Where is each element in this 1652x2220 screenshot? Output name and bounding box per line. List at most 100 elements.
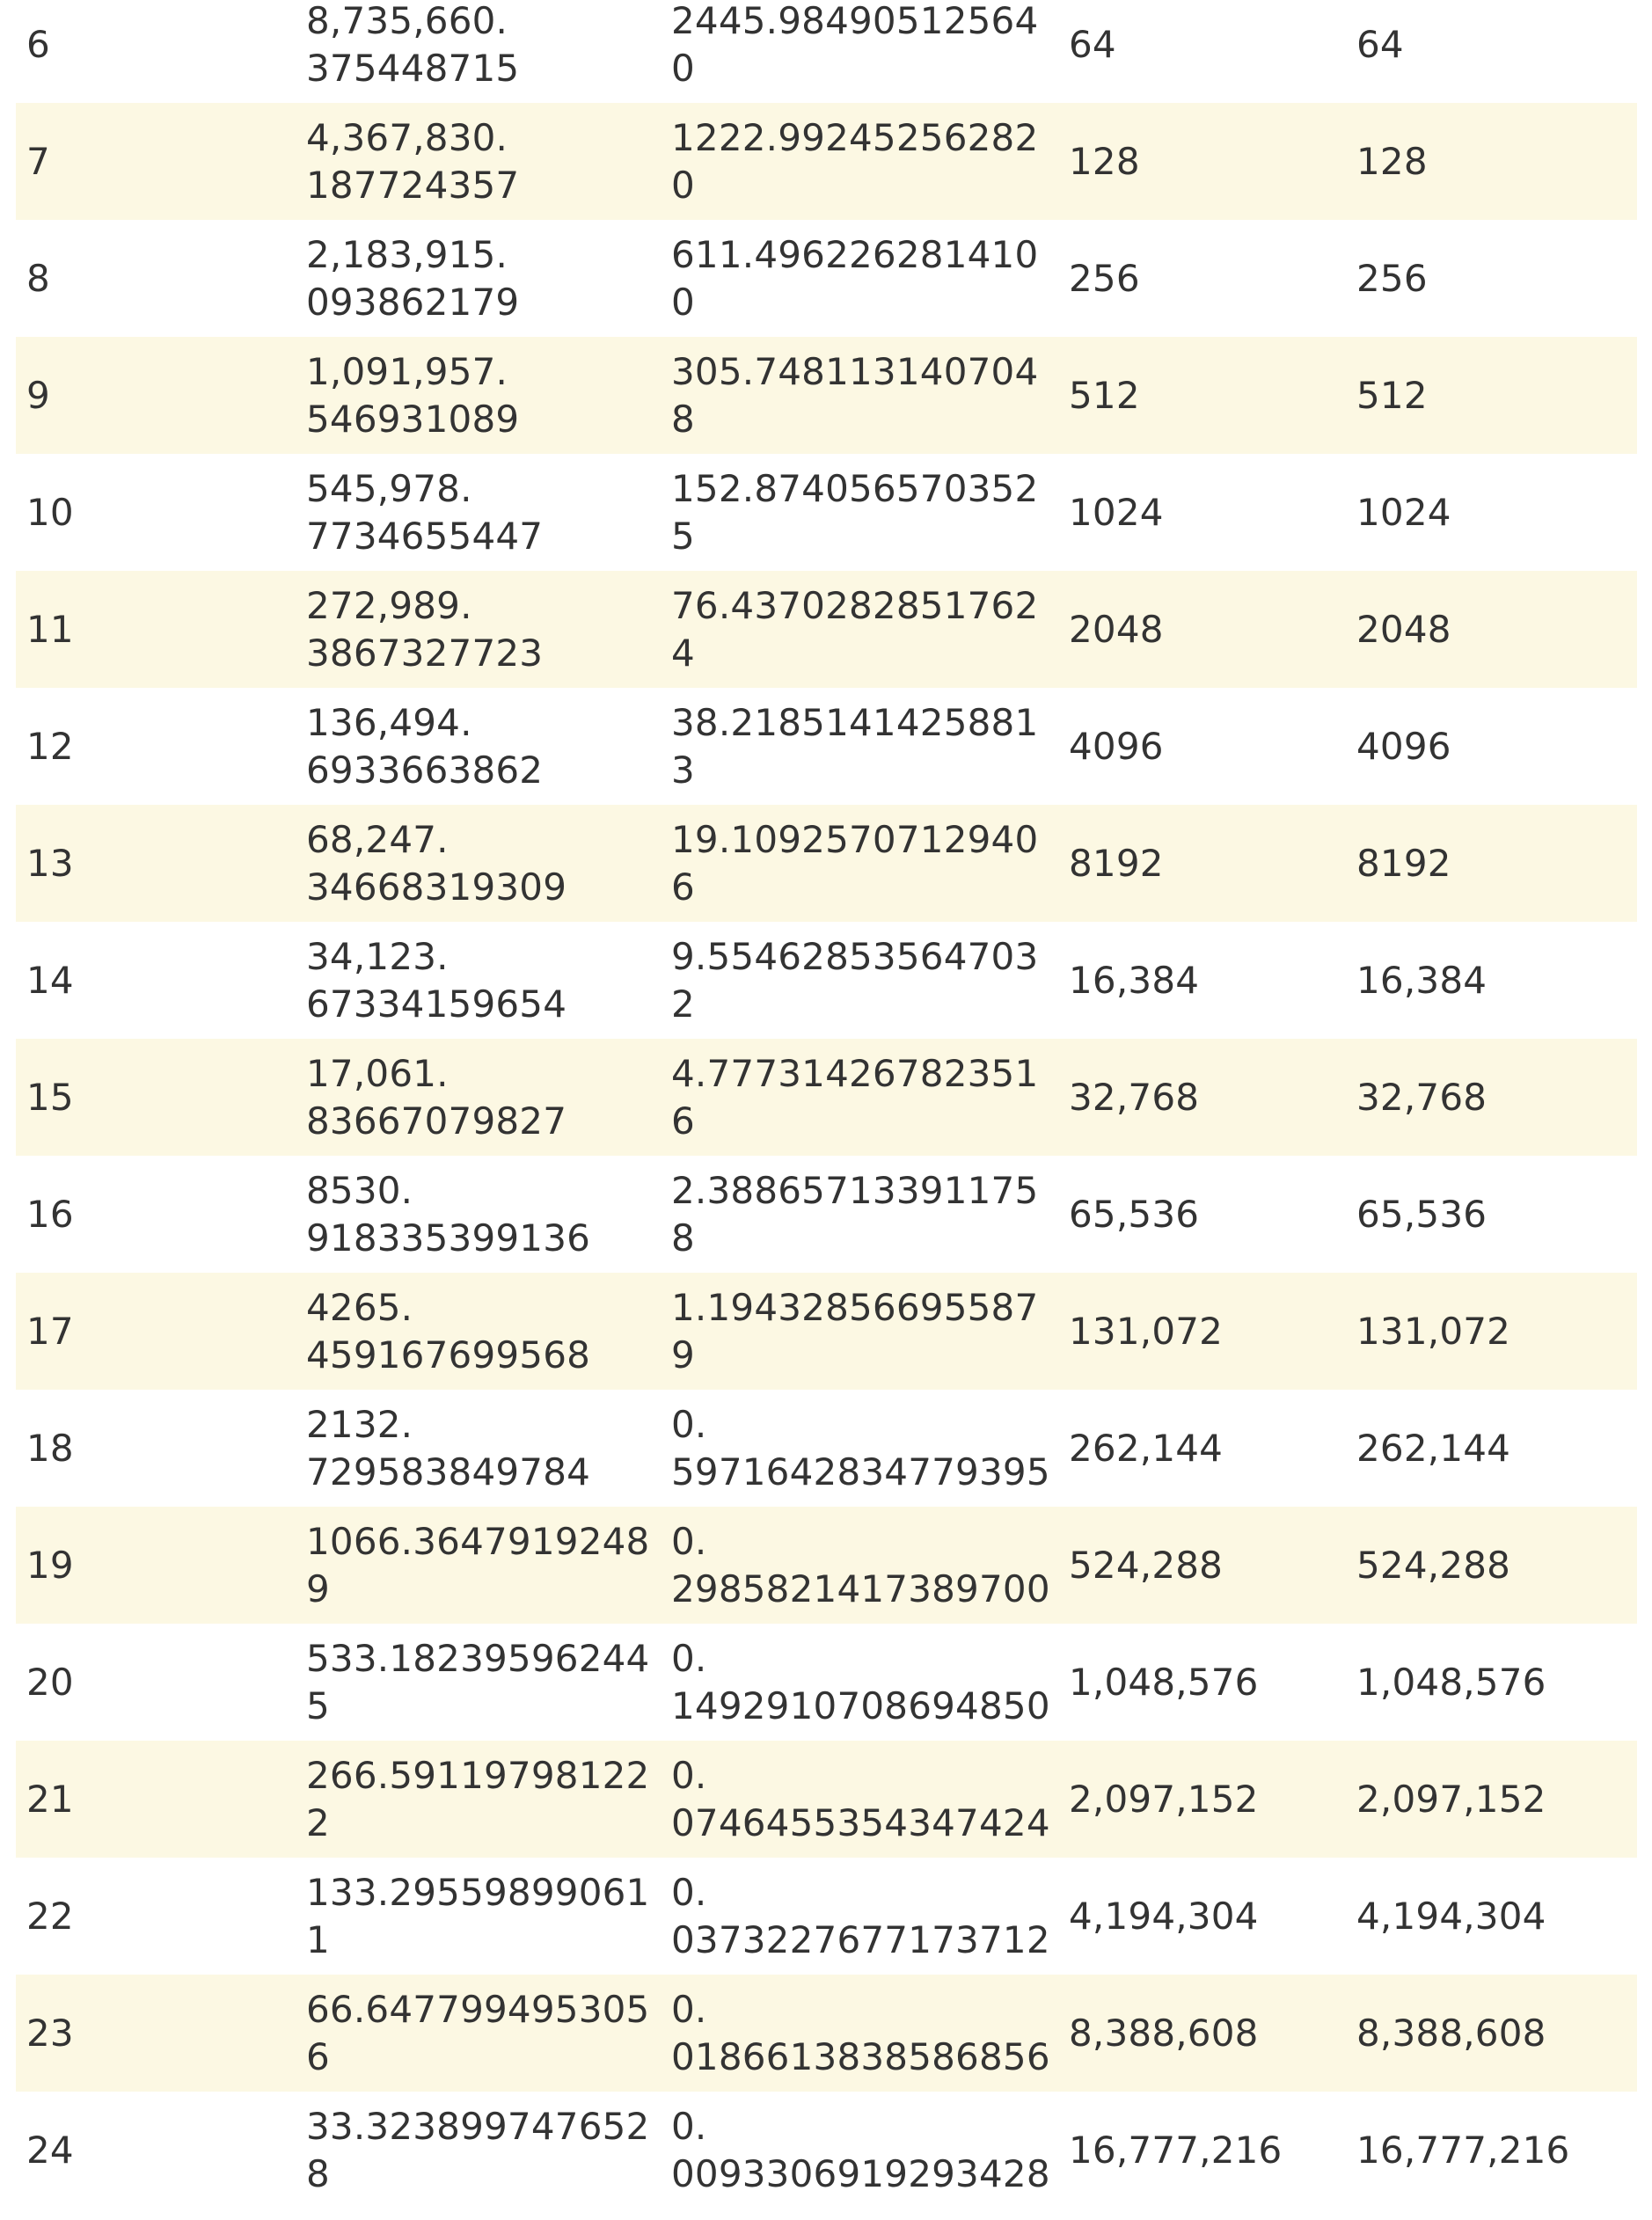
cell-level: 6 [26, 22, 50, 66]
cell-map-width: 1,048,576 [1069, 1660, 1259, 1704]
cell-scale: 136,494. 6933663862 [306, 700, 544, 792]
cell-level: 22 [26, 1894, 74, 1938]
cell-resolution: 0. 0373227677173712 [671, 1870, 1050, 1961]
cell-scale: 4265. 459167699568 [306, 1285, 591, 1377]
table-row: 22 133.295598990611 0. 0373227677173712 4,1… [16, 1858, 1637, 1975]
cell-map-height: 2048 [1356, 607, 1451, 651]
cell-resolution: 611.4962262814100 [671, 232, 1039, 324]
cell-scale: 4,367,830. 187724357 [306, 115, 520, 207]
cell-resolution: 2445.984905125640 [671, 0, 1039, 90]
table-row: 13 68,247. 34668319309 19.10925707129406 81… [16, 805, 1637, 922]
cell-resolution: 19.10925707129406 [671, 817, 1039, 909]
cell-scale: 68,247. 34668319309 [306, 817, 567, 909]
cell-scale: 266.591197981222 [306, 1753, 650, 1844]
cell-resolution: 0. 0186613838586856 [671, 1987, 1050, 2078]
cell-map-width: 256 [1069, 256, 1140, 300]
cell-scale: 8,735,660. 375448715 [306, 0, 520, 90]
cell-level: 14 [26, 958, 74, 1002]
cell-map-height: 1024 [1356, 490, 1451, 534]
cell-resolution: 0. 2985821417389700 [671, 1519, 1050, 1610]
cell-level: 12 [26, 724, 74, 768]
table-row: 18 2132. 729583849784 0. 5971642834779395 2… [16, 1390, 1637, 1507]
cell-level: 17 [26, 1309, 74, 1353]
cell-map-width: 16,777,216 [1069, 2128, 1283, 2172]
cell-level: 10 [26, 490, 74, 534]
cell-map-width: 2048 [1069, 607, 1164, 651]
cell-resolution: 0. 0746455354347424 [671, 1753, 1050, 1844]
cell-level: 23 [26, 2011, 74, 2055]
table-row: 11 272,989. 3867327723 76.43702828517624 20… [16, 571, 1637, 688]
cell-map-height: 256 [1356, 256, 1428, 300]
cell-level: 11 [26, 607, 74, 651]
cell-resolution: 38.21851414258813 [671, 700, 1039, 792]
cell-map-height: 524,288 [1356, 1543, 1511, 1587]
cell-resolution: 1222.992452562820 [671, 115, 1039, 207]
cell-resolution: 0. 0093306919293428 [671, 2104, 1050, 2195]
cell-scale: 1,091,957. 546931089 [306, 349, 520, 441]
cell-map-height: 64 [1356, 22, 1404, 66]
cell-resolution: 305.7481131407048 [671, 349, 1039, 441]
cell-level: 18 [26, 1426, 74, 1470]
table-row: 24 33.3238997476528 0. 0093306919293428 16,… [16, 2092, 1637, 2209]
cell-scale: 272,989. 3867327723 [306, 583, 544, 675]
cell-map-height: 1,048,576 [1356, 1660, 1546, 1704]
cell-level: 13 [26, 841, 74, 885]
table-row: 8 2,183,915. 093862179 611.4962262814100 25… [16, 220, 1637, 337]
cell-map-width: 64 [1069, 22, 1116, 66]
cell-map-height: 8192 [1356, 841, 1451, 885]
cell-resolution: 9.554628535647032 [671, 934, 1039, 1026]
cell-map-width: 65,536 [1069, 1192, 1200, 1236]
table-row: 9 1,091,957. 546931089 305.7481131407048 51… [16, 337, 1637, 454]
cell-map-width: 131,072 [1069, 1309, 1224, 1353]
zoom-level-table: 6 8,735,660. 375448715 2445.984905125640 64… [16, 0, 1637, 2209]
cell-level: 8 [26, 256, 50, 300]
table-row: 17 4265. 459167699568 1.194328566955879 131… [16, 1273, 1637, 1390]
cell-level: 15 [26, 1075, 74, 1119]
cell-scale: 2132. 729583849784 [306, 1402, 591, 1493]
cell-map-width: 8,388,608 [1069, 2011, 1259, 2055]
table-row: 7 4,367,830. 187724357 1222.992452562820 12… [16, 103, 1637, 220]
cell-map-width: 262,144 [1069, 1426, 1224, 1470]
cell-map-width: 524,288 [1069, 1543, 1224, 1587]
cell-map-height: 16,777,216 [1356, 2128, 1570, 2172]
table-row: 15 17,061. 83667079827 4.777314267823516 32… [16, 1039, 1637, 1156]
table-row: 20 533.182395962445 0. 1492910708694850 1,0… [16, 1624, 1637, 1741]
cell-scale: 1066.36479192489 [306, 1519, 650, 1610]
table-row: 10 545,978. 7734655447 152.8740565703525 10… [16, 454, 1637, 571]
table-row: 16 8530. 918335399136 2.388657133911758 65,… [16, 1156, 1637, 1273]
cell-map-height: 512 [1356, 373, 1428, 417]
cell-resolution: 0. 5971642834779395 [671, 1402, 1050, 1493]
cell-map-width: 2,097,152 [1069, 1777, 1259, 1821]
cell-map-height: 16,384 [1356, 958, 1488, 1002]
cell-map-width: 32,768 [1069, 1075, 1200, 1119]
table-row: 6 8,735,660. 375448715 2445.984905125640 64… [16, 0, 1637, 103]
zoom-level-table-container: 6 8,735,660. 375448715 2445.984905125640 64… [16, 0, 1637, 2209]
cell-map-height: 262,144 [1356, 1426, 1511, 1470]
cell-resolution: 2.388657133911758 [671, 1168, 1039, 1260]
cell-level: 19 [26, 1543, 74, 1587]
cell-map-height: 128 [1356, 139, 1428, 183]
cell-map-width: 512 [1069, 373, 1140, 417]
table-row: 21 266.591197981222 0. 0746455354347424 2,0… [16, 1741, 1637, 1858]
cell-level: 20 [26, 1660, 74, 1704]
cell-scale: 545,978. 7734655447 [306, 466, 544, 558]
cell-map-height: 2,097,152 [1356, 1777, 1546, 1821]
cell-scale: 33.3238997476528 [306, 2104, 650, 2195]
cell-scale: 66.6477994953056 [306, 1987, 650, 2078]
table-row: 23 66.6477994953056 0. 0186613838586856 8,3… [16, 1975, 1637, 2092]
cell-scale: 2,183,915. 093862179 [306, 232, 520, 324]
cell-level: 7 [26, 139, 50, 183]
cell-scale: 533.182395962445 [306, 1636, 650, 1727]
cell-map-width: 8192 [1069, 841, 1164, 885]
cell-map-width: 4096 [1069, 724, 1164, 768]
cell-level: 9 [26, 373, 50, 417]
cell-map-height: 8,388,608 [1356, 2011, 1546, 2055]
cell-resolution: 76.43702828517624 [671, 583, 1039, 675]
cell-scale: 133.295598990611 [306, 1870, 650, 1961]
cell-scale: 8530. 918335399136 [306, 1168, 591, 1260]
cell-map-width: 1024 [1069, 490, 1164, 534]
table-body: 6 8,735,660. 375448715 2445.984905125640 64… [16, 0, 1637, 2209]
cell-resolution: 0. 1492910708694850 [671, 1636, 1050, 1727]
cell-map-height: 131,072 [1356, 1309, 1511, 1353]
cell-map-width: 4,194,304 [1069, 1894, 1259, 1938]
